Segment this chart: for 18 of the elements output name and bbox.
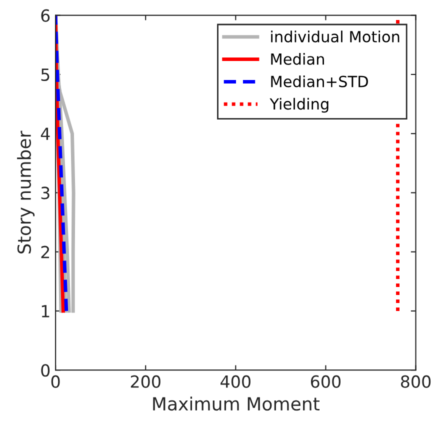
x-tick-label: 200 [130, 375, 160, 388]
y-tick-label: 1 [42, 305, 50, 318]
legend-label: Median+STD [271, 75, 368, 88]
y-tick-label: 2 [41, 246, 50, 258]
x-tick-label: 800 [400, 375, 431, 388]
legend-label: Median [271, 53, 324, 65]
y-tick-label: 3 [41, 186, 50, 200]
y-tick-label: 4 [40, 128, 50, 140]
y-tick-label: 6 [41, 9, 50, 22]
y-tick-label: 5 [41, 68, 50, 82]
x-tick-label: 0 [51, 375, 60, 388]
legend-label: individual Motion [271, 30, 400, 42]
x-tick-label: 400 [220, 375, 250, 388]
y-axis-title: Story number [17, 130, 35, 254]
x-axis-title: Maximum Moment [153, 396, 320, 411]
legend-label: Yielding [270, 98, 328, 113]
y-tick-label: 0 [41, 364, 50, 377]
x-tick-label: 600 [310, 375, 341, 388]
